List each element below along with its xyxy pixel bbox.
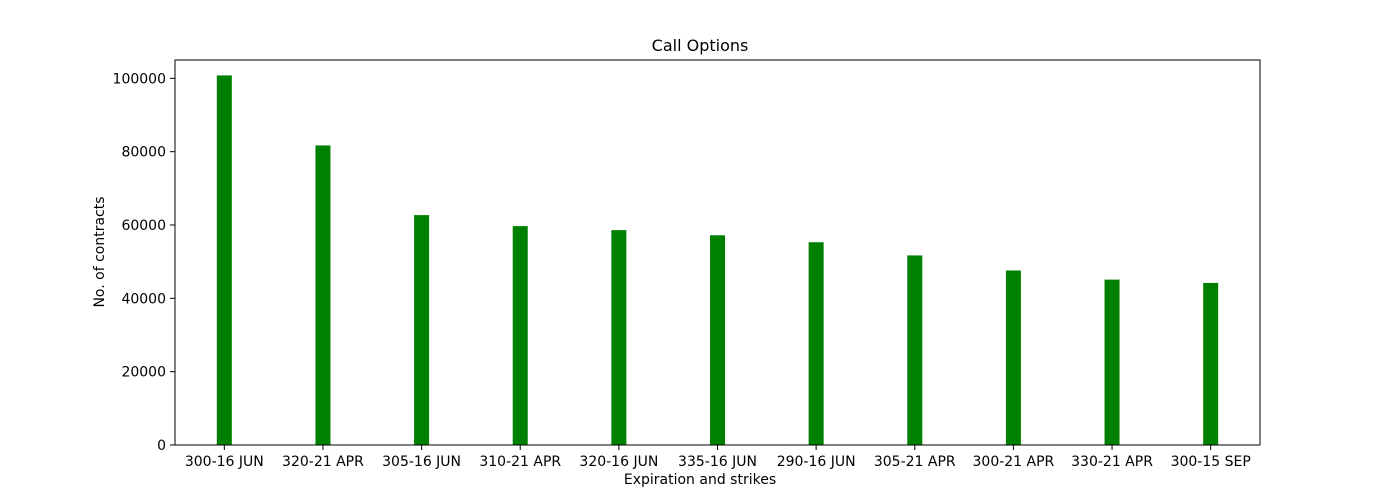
bar [1104, 279, 1120, 445]
y-tick-label: 60000 [121, 218, 166, 234]
bar [315, 145, 331, 445]
bar [1203, 282, 1219, 445]
x-tick-label: 300-15 SEP [1171, 454, 1251, 470]
y-tick-label: 0 [157, 438, 166, 454]
x-tick-label: 305-21 APR [874, 454, 956, 470]
x-tick-label: 320-21 APR [282, 454, 364, 470]
x-tick-label: 335-16 JUN [678, 454, 757, 470]
y-tick-label: 80000 [121, 145, 166, 161]
x-tick-label: 300-21 APR [973, 454, 1055, 470]
x-axis-label: Expiration and strikes [623, 472, 777, 488]
bar [907, 255, 923, 445]
bar [710, 235, 725, 445]
bar [216, 75, 232, 446]
y-tick-label: 100000 [113, 71, 166, 87]
chart-title: Call Options [651, 36, 749, 55]
x-tick-label: 330-21 APR [1071, 454, 1153, 470]
x-tick-label: 305-16 JUN [382, 454, 461, 470]
bar [414, 215, 430, 445]
x-tick-label: 310-21 APR [479, 454, 561, 470]
bar [1005, 270, 1021, 445]
y-tick-label: 40000 [121, 291, 166, 307]
x-tick-label: 300-16 JUN [185, 454, 264, 470]
bar [808, 242, 824, 445]
bar [611, 230, 627, 445]
x-tick-label: 320-16 JUN [579, 454, 658, 470]
x-tick-label: 290-16 JUN [777, 454, 856, 470]
bar [512, 226, 528, 445]
y-tick-label: 20000 [121, 365, 166, 381]
